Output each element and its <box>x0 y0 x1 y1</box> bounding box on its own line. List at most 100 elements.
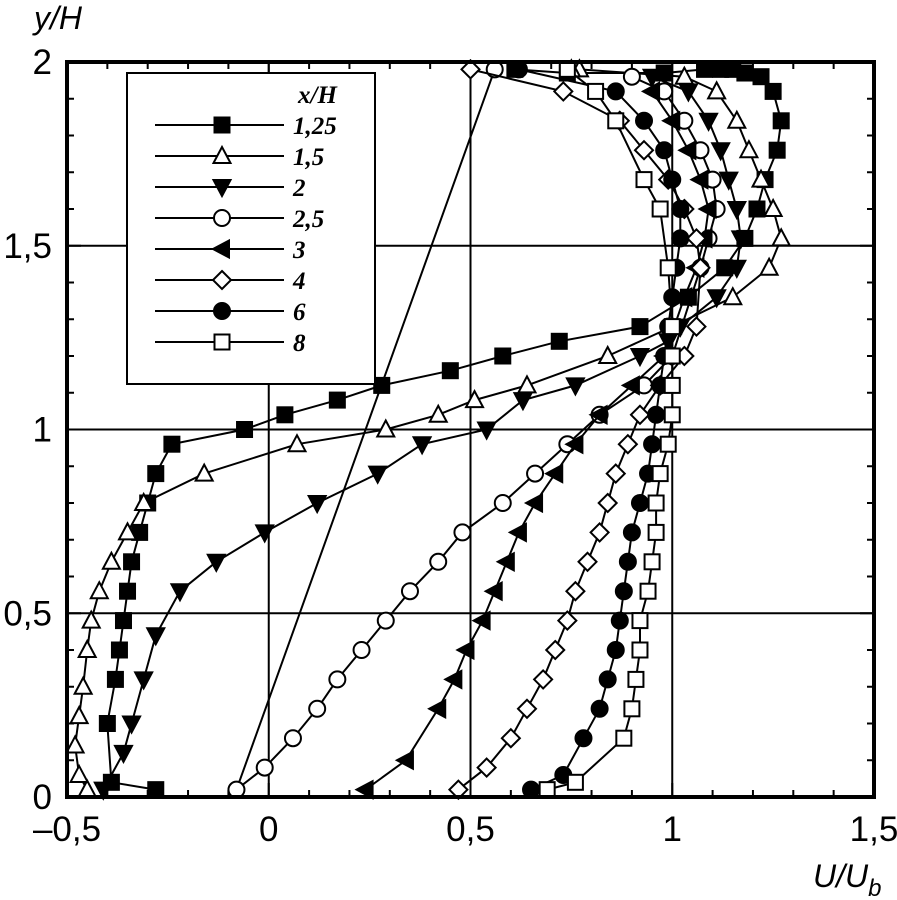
data-point <box>72 675 94 695</box>
data-point <box>98 715 116 732</box>
legend-marker <box>210 238 230 260</box>
data-point <box>471 610 491 631</box>
data-point <box>627 670 645 688</box>
data-point <box>89 580 110 600</box>
data-point <box>663 376 681 394</box>
data-point <box>110 641 128 659</box>
data-point <box>512 392 534 412</box>
data-point <box>493 494 512 512</box>
data-point <box>726 109 747 129</box>
data-point <box>598 670 617 689</box>
data-point <box>552 80 574 102</box>
data-point <box>577 551 598 573</box>
data-point <box>121 715 142 735</box>
data-point <box>307 495 328 515</box>
legend-marker <box>211 144 233 164</box>
data-point <box>647 494 665 512</box>
data-point <box>641 68 663 88</box>
data-point <box>606 641 625 659</box>
legend-marker <box>213 302 231 320</box>
data-point <box>718 171 739 191</box>
data-point <box>618 552 637 571</box>
series-8 <box>538 60 681 799</box>
data-point <box>606 82 625 101</box>
data-point <box>276 406 294 424</box>
data-point <box>726 201 747 221</box>
data-point <box>706 289 727 309</box>
series-3 <box>354 81 717 800</box>
data-point <box>566 773 584 791</box>
data-point <box>441 362 459 380</box>
y-tick-label: 0,5 <box>3 594 52 633</box>
series-layer <box>64 58 792 801</box>
data-point <box>629 404 651 426</box>
data-point <box>429 552 448 571</box>
x-tick-label: 1 <box>663 810 682 849</box>
data-point <box>526 464 545 483</box>
data-point <box>686 316 707 338</box>
data-point <box>106 670 124 688</box>
data-point <box>651 465 669 483</box>
data-point <box>558 60 576 78</box>
data-point <box>400 582 419 601</box>
data-point <box>750 168 772 188</box>
data-point <box>690 257 711 279</box>
data-point <box>686 227 707 249</box>
data-point <box>376 611 395 630</box>
x-tick-label: 1,5 <box>850 810 897 849</box>
data-point <box>352 641 371 659</box>
data-point <box>236 421 254 438</box>
data-point <box>328 670 347 689</box>
data-point <box>145 627 166 647</box>
data-point <box>631 641 649 659</box>
data-point <box>367 465 388 485</box>
data-point <box>738 139 760 159</box>
data-point <box>68 763 90 783</box>
plot-frame <box>65 60 876 799</box>
data-point <box>710 142 731 162</box>
data-point <box>516 698 538 720</box>
data-point <box>453 523 472 542</box>
data-point <box>194 462 215 482</box>
data-point <box>114 612 132 630</box>
data-point <box>590 699 609 718</box>
data-point <box>588 404 608 425</box>
data-point <box>610 611 629 630</box>
data-point <box>671 229 690 248</box>
legend-title: x/H <box>297 82 338 109</box>
data-point <box>722 286 743 306</box>
data-point <box>661 110 681 131</box>
data-point <box>678 83 699 103</box>
data-point <box>411 436 433 456</box>
data-point <box>631 318 649 336</box>
series-2 <box>93 68 752 801</box>
data-point <box>564 434 584 455</box>
data-point <box>607 112 625 130</box>
y-tick-label: 1 <box>33 411 52 450</box>
data-point <box>308 699 327 718</box>
data-point <box>614 582 633 601</box>
data-point <box>283 729 302 748</box>
data-point <box>494 347 512 365</box>
y-tick-label: 0 <box>33 778 52 817</box>
data-point <box>538 781 556 799</box>
data-point <box>556 610 578 632</box>
data-point <box>587 82 605 100</box>
data-point <box>544 463 564 484</box>
data-point <box>655 141 674 160</box>
data-point <box>663 347 681 365</box>
data-point <box>77 638 98 658</box>
data-point <box>635 111 654 130</box>
data-point <box>615 729 633 747</box>
data-point <box>647 523 665 541</box>
legend-label: 8 <box>293 330 306 357</box>
legend-label: 3 <box>292 237 306 264</box>
data-point <box>673 287 693 308</box>
tick-labels: –0,5 0 0,5 1 1,500,511,52 <box>3 43 897 849</box>
data-point <box>354 779 374 800</box>
data-point <box>726 259 747 279</box>
data-point <box>597 492 619 514</box>
data-point <box>730 230 752 250</box>
data-point <box>254 524 275 544</box>
data-point <box>762 197 784 217</box>
